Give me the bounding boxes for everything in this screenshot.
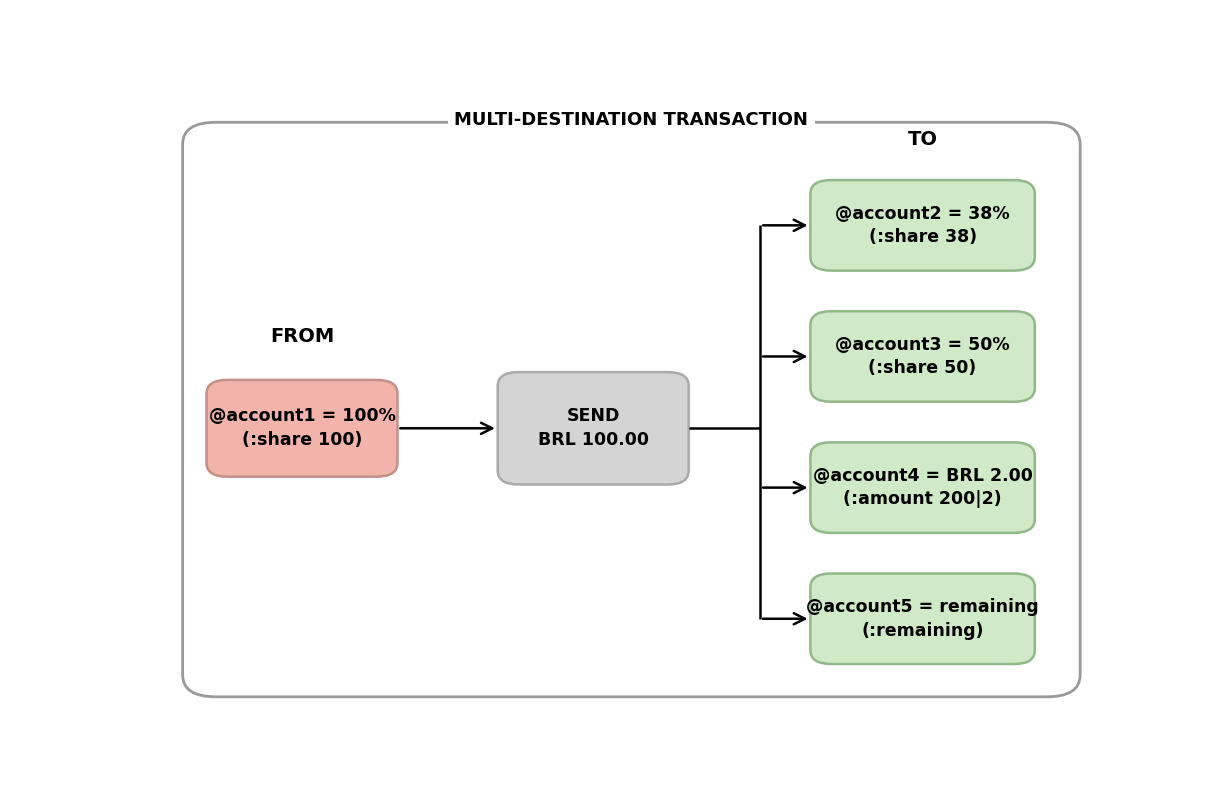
- Text: @account5 = remaining
(:remaining): @account5 = remaining (:remaining): [806, 598, 1039, 640]
- Text: @account3 = 50%
(:share 50): @account3 = 50% (:share 50): [835, 336, 1010, 377]
- FancyBboxPatch shape: [182, 122, 1080, 697]
- Text: @account1 = 100%
(:share 100): @account1 = 100% (:share 100): [208, 407, 395, 449]
- FancyBboxPatch shape: [811, 311, 1035, 401]
- FancyBboxPatch shape: [207, 380, 398, 477]
- Text: TO: TO: [908, 130, 938, 149]
- FancyBboxPatch shape: [811, 180, 1035, 271]
- Text: @account4 = BRL 2.00
(:amount 200|2): @account4 = BRL 2.00 (:amount 200|2): [813, 467, 1032, 508]
- Text: @account2 = 38%
(:share 38): @account2 = 38% (:share 38): [835, 204, 1010, 246]
- FancyBboxPatch shape: [498, 372, 689, 484]
- Text: SEND
BRL 100.00: SEND BRL 100.00: [537, 407, 649, 449]
- Text: FROM: FROM: [270, 327, 334, 345]
- FancyBboxPatch shape: [811, 442, 1035, 533]
- FancyBboxPatch shape: [811, 573, 1035, 664]
- Text: MULTI-DESTINATION TRANSACTION: MULTI-DESTINATION TRANSACTION: [455, 111, 808, 130]
